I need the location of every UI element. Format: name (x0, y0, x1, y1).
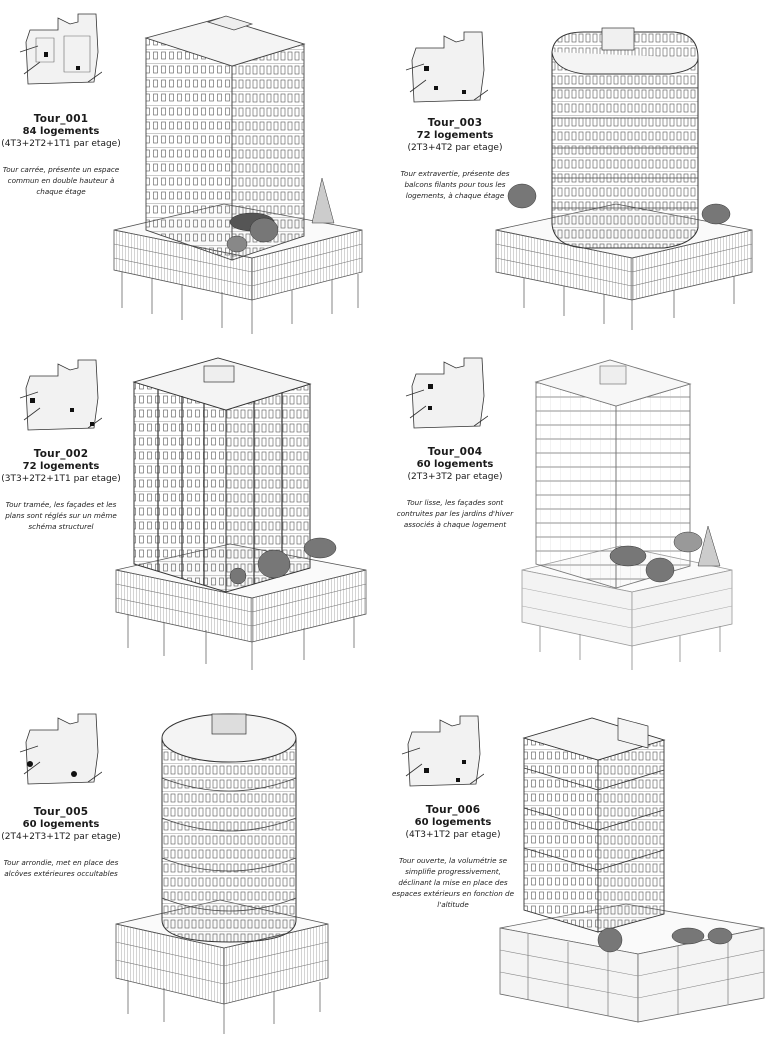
tower-units: 60 logements (414, 817, 492, 828)
tower-drawing (521, 359, 733, 670)
tower-mix: (2T3+4T2 par etage) (407, 143, 503, 153)
tower-caption: Tour_006 60 logements (4T3+1T2 par etage… (388, 804, 518, 910)
tower-mix: (2T4+2T3+1T2 par etage) (1, 832, 121, 842)
tower-description: Tour extravertie, présente des balcons f… (400, 169, 510, 200)
tower-title: Tour_005 (33, 806, 89, 818)
tower-description: Tour ouverte, la volumétrie se simplifie… (391, 856, 515, 909)
tower-caption: Tour_005 60 logements (2T4+2T3+1T2 par e… (0, 806, 126, 879)
tower-drawing (115, 713, 329, 1034)
tower-description: Tour carrée, présente un espace commun e… (2, 165, 120, 196)
tower-caption: Tour_001 84 logements (4T3+2T2+1T1 par e… (0, 113, 126, 197)
tower-drawing (499, 717, 765, 1023)
tower-title: Tour_004 (427, 446, 483, 458)
tower-description: Tour tramée, les façades et les plans so… (5, 500, 117, 531)
site-plan-map (405, 31, 488, 103)
tower-description: Tour lisse, les façades sont contruites … (396, 498, 514, 529)
tower-title: Tour_006 (425, 804, 481, 816)
site-plan-map (19, 713, 102, 785)
site-plan-map (401, 715, 484, 787)
tower-units: 60 logements (416, 459, 494, 470)
site-plan-map (19, 359, 102, 431)
tower-drawing (495, 27, 753, 330)
tower-drawing (115, 357, 367, 670)
tower-title: Tour_001 (33, 113, 89, 125)
tower-title: Tour_003 (427, 117, 483, 129)
tower-caption: Tour_002 72 logements (3T3+2T2+1T1 par e… (0, 448, 126, 532)
tower-units: 60 logements (22, 819, 100, 830)
tower-title: Tour_002 (33, 448, 89, 460)
tower-mix: (4T3+1T2 par etage) (405, 830, 501, 840)
tower-caption: Tour_004 60 logements (2T3+3T2 par etage… (390, 446, 520, 530)
tower-description: Tour arrondie, met en place des alcôves … (3, 858, 119, 878)
tower-caption: Tour_003 72 logements (2T3+4T2 par etage… (390, 117, 520, 201)
tower-units: 72 logements (22, 461, 100, 472)
tower-units: 84 logements (22, 126, 100, 137)
site-plan-map (405, 357, 488, 429)
tower-mix: (4T3+2T2+1T1 par etage) (1, 139, 121, 149)
tower-mix: (3T3+2T2+1T1 par etage) (1, 474, 121, 484)
tower-drawing (113, 15, 363, 334)
tower-units: 72 logements (416, 130, 494, 141)
site-plan-map (19, 13, 102, 85)
tower-mix: (2T3+3T2 par etage) (407, 472, 503, 482)
